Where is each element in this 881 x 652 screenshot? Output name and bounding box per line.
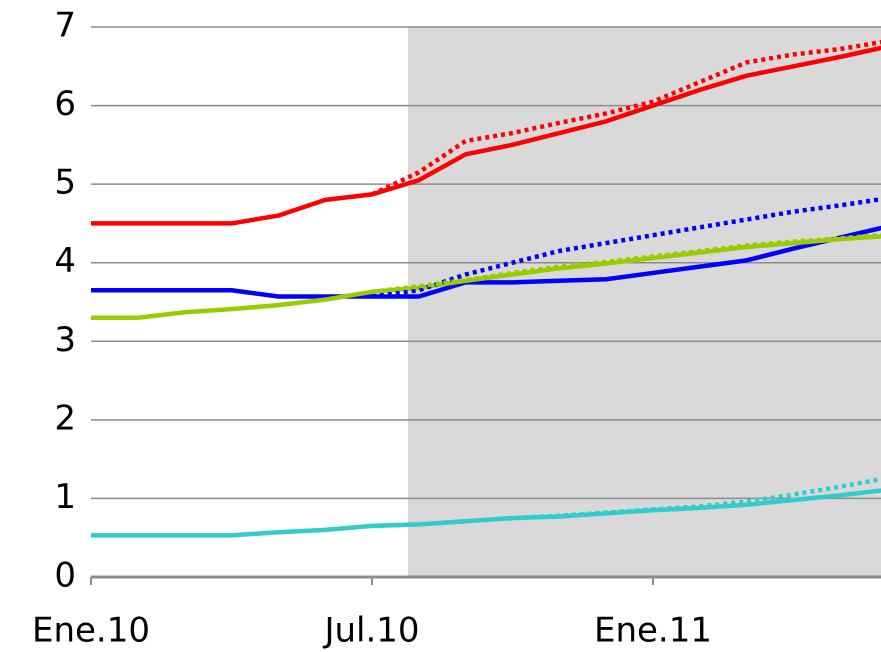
y-tick-label: 1 <box>54 477 76 517</box>
y-tick-label: 7 <box>54 6 76 46</box>
y-tick-label: 3 <box>54 320 76 360</box>
forecast-region <box>408 27 881 577</box>
series-line <box>371 232 881 295</box>
y-tick-label: 4 <box>54 241 76 281</box>
y-tick-label: 0 <box>54 556 76 596</box>
plot-area <box>91 39 881 538</box>
series-line <box>91 45 881 226</box>
y-tick-label: 6 <box>54 84 76 124</box>
series-line <box>371 39 881 197</box>
y-tick-label: 5 <box>54 163 76 203</box>
axes: 0 1 2 3 4 5 6 7 Ene.10 Jul.10 Ene.11 <box>32 6 881 651</box>
series-line <box>91 488 881 538</box>
series-line <box>371 196 881 299</box>
y-tick-label: 2 <box>54 398 76 438</box>
x-tick-label: Ene.10 <box>32 611 150 651</box>
x-tick-label: Ene.11 <box>594 611 712 651</box>
x-tick-label: Jul.10 <box>322 611 419 651</box>
series-line <box>371 476 881 529</box>
series-line <box>91 225 881 299</box>
